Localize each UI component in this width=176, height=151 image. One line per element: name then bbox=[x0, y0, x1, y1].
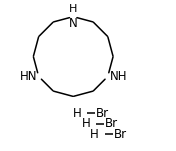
Text: NH: NH bbox=[109, 70, 127, 83]
Text: Br: Br bbox=[96, 107, 109, 120]
Text: H: H bbox=[73, 107, 81, 120]
Text: HN: HN bbox=[19, 70, 37, 83]
Text: Br: Br bbox=[105, 117, 118, 130]
Text: H: H bbox=[81, 117, 90, 130]
Text: N: N bbox=[69, 17, 78, 30]
Text: H: H bbox=[69, 4, 77, 14]
Text: Br: Br bbox=[113, 128, 127, 141]
Text: H: H bbox=[90, 128, 99, 141]
